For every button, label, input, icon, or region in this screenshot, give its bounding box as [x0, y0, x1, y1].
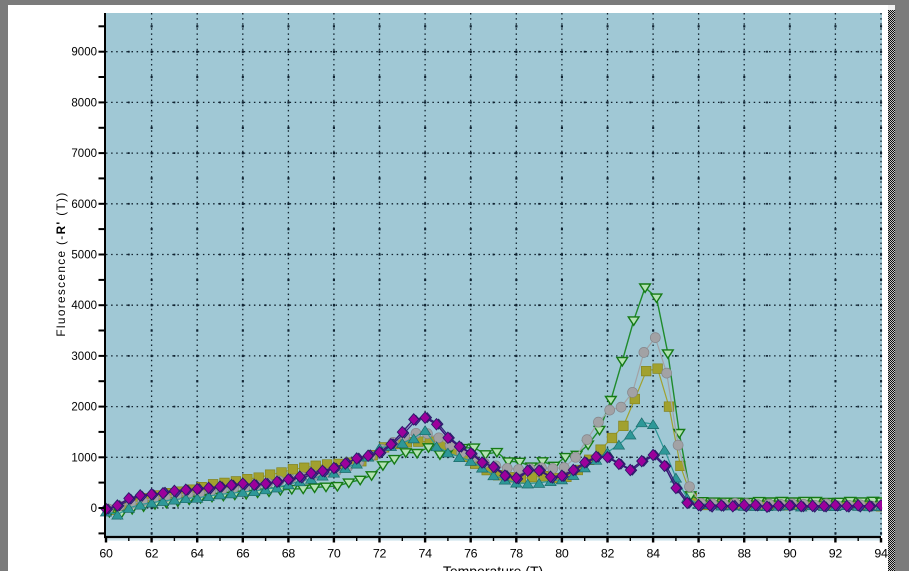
- svg-text:80: 80: [555, 546, 569, 560]
- svg-text:92: 92: [829, 546, 843, 560]
- svg-text:66: 66: [236, 546, 250, 560]
- svg-text:64: 64: [191, 546, 205, 560]
- svg-text:68: 68: [282, 546, 296, 560]
- svg-text:60: 60: [99, 546, 113, 560]
- svg-text:8000: 8000: [71, 97, 97, 109]
- svg-text:3000: 3000: [71, 351, 97, 363]
- svg-text:Fluorescence (-R' (T)): Fluorescence (-R' (T)): [54, 191, 68, 336]
- svg-text:78: 78: [510, 546, 524, 560]
- svg-text:94: 94: [874, 546, 888, 560]
- svg-text:82: 82: [601, 546, 615, 560]
- svg-text:5000: 5000: [71, 249, 97, 261]
- svg-text:62: 62: [145, 546, 159, 560]
- svg-text:72: 72: [373, 546, 387, 560]
- svg-text:9000: 9000: [71, 47, 97, 59]
- svg-text:70: 70: [327, 546, 341, 560]
- svg-text:0: 0: [91, 503, 97, 515]
- svg-text:86: 86: [692, 546, 706, 560]
- svg-text:4000: 4000: [71, 300, 97, 312]
- svg-text:84: 84: [647, 546, 661, 560]
- svg-text:74: 74: [419, 546, 433, 560]
- svg-text:2000: 2000: [71, 402, 97, 414]
- svg-text:90: 90: [783, 546, 797, 560]
- svg-text:7000: 7000: [71, 148, 97, 160]
- svg-text:1000: 1000: [71, 452, 97, 464]
- svg-text:88: 88: [738, 546, 752, 560]
- svg-text:6000: 6000: [71, 199, 97, 211]
- svg-text:Temperature (T): Temperature (T): [443, 563, 543, 571]
- svg-text:76: 76: [464, 546, 478, 560]
